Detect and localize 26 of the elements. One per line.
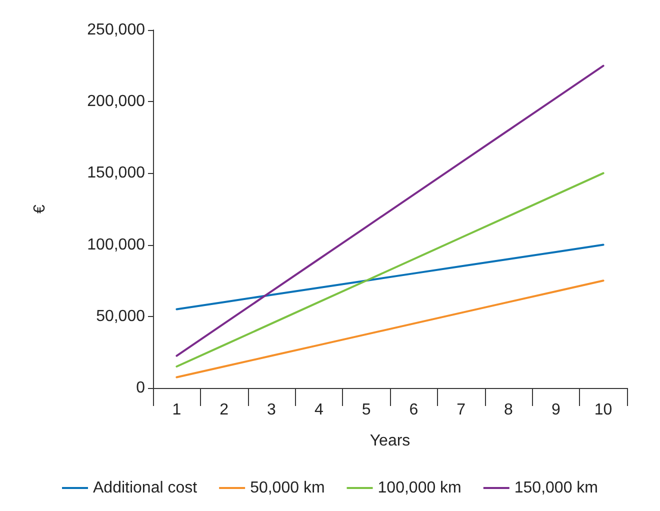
x-tick-label: 8 — [504, 402, 514, 418]
y-axis-title: € — [32, 204, 48, 214]
x-tick-label: 6 — [409, 402, 418, 418]
x-tick-label: 10 — [594, 402, 612, 418]
x-tick-label: 9 — [551, 402, 560, 418]
x-axis-title: Years — [370, 432, 410, 450]
y-tick-label: 0 — [136, 380, 146, 396]
x-tick-label: 5 — [362, 402, 371, 418]
x-tick-label: 4 — [314, 402, 324, 418]
x-tick-label: 7 — [456, 402, 466, 418]
y-tick-label: 250,000 — [87, 22, 146, 38]
y-tick-label: 100,000 — [87, 236, 146, 254]
legend-label: 100,000 km — [378, 480, 462, 496]
legend-label: 50,000 km — [250, 480, 325, 496]
line-series — [176, 172, 604, 368]
x-tick-label: 3 — [267, 402, 276, 418]
line-series — [176, 64, 604, 357]
y-tick-label: 50,000 — [96, 308, 146, 325]
x-tick-label: 2 — [220, 402, 229, 418]
y-tick-label: 200,000 — [87, 93, 146, 110]
x-tick-label: 1 — [172, 402, 182, 418]
legend-label: 150,000 km — [514, 480, 598, 496]
y-tick-label: 150,000 — [87, 164, 146, 182]
line-series — [176, 280, 604, 378]
line-series — [176, 244, 604, 310]
legend-label: Additional cost — [93, 480, 198, 496]
